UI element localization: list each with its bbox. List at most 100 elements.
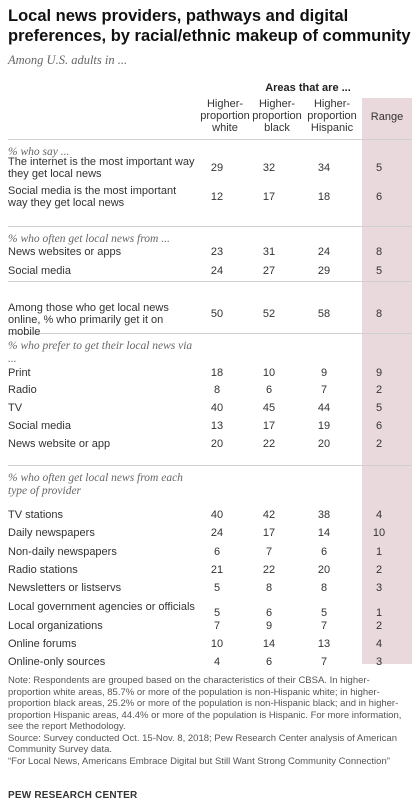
row-label: Social media (8, 420, 71, 432)
cell-value: 52 (262, 308, 276, 320)
range-value: 3 (375, 656, 383, 668)
divider-rule (8, 281, 412, 282)
row-label: Daily newspapers (8, 527, 95, 539)
range-value: 4 (375, 638, 383, 650)
section-label: % who often get local news from ... (8, 233, 170, 245)
range-value: 8 (375, 246, 383, 258)
divider-rule (8, 139, 412, 140)
range-value: 1 (375, 546, 383, 558)
cell-value: 9 (320, 367, 328, 379)
range-value: 1 (375, 607, 383, 619)
footer-logo-text: PEW RESEARCH CENTER (8, 790, 138, 801)
range-value: 5 (375, 265, 383, 277)
report-title: “For Local News, Americans Embrace Digit… (8, 755, 390, 767)
row-label: Non-daily newspapers (8, 546, 117, 558)
row-label: Social media (8, 265, 71, 277)
cell-value: 13 (210, 420, 224, 432)
cell-value: 6 (265, 384, 273, 396)
row-label: Radio (8, 384, 37, 396)
cell-value: 58 (317, 308, 331, 320)
cell-value: 14 (262, 638, 276, 650)
column-header-black: Higher-proportion black (252, 98, 302, 134)
column-header-hispanic: Higher-proportion Hispanic (307, 98, 357, 134)
cell-value: 8 (265, 582, 273, 594)
cell-value: 5 (213, 582, 221, 594)
cell-value: 13 (317, 638, 331, 650)
range-value: 3 (375, 582, 383, 594)
cell-value: 22 (262, 564, 276, 576)
range-value: 9 (375, 367, 383, 379)
chart-notes: Note: Respondents are grouped based on t… (8, 675, 412, 767)
section-label: % who say ... (8, 146, 70, 158)
cell-value: 6 (320, 546, 328, 558)
cell-value: 4 (213, 656, 221, 668)
group-header: Areas that are ... (265, 82, 351, 94)
cell-value: 6 (265, 656, 273, 668)
cell-value: 40 (210, 402, 224, 414)
cell-value: 24 (317, 246, 331, 258)
row-label: The internet is the most important way t… (8, 156, 195, 180)
section-label: % who prefer to get their local news via… (8, 340, 193, 365)
section-label: % who often get local news from each typ… (8, 472, 183, 497)
row-label: Among those who get local news online, %… (8, 302, 169, 338)
row-label: Social media is the most important way t… (8, 185, 177, 209)
range-value: 10 (372, 527, 386, 539)
cell-value: 20 (210, 438, 224, 450)
cell-value: 20 (317, 438, 331, 450)
note-text: Note: Respondents are grouped based on t… (8, 675, 402, 732)
cell-value: 40 (210, 509, 224, 521)
cell-value: 32 (262, 162, 276, 174)
cell-value: 6 (265, 607, 273, 619)
cell-value: 24 (210, 527, 224, 539)
row-label: News website or app (8, 438, 111, 450)
cell-value: 6 (213, 546, 221, 558)
cell-value: 8 (213, 384, 221, 396)
row-label: Newsletters or listservs (8, 582, 122, 594)
cell-value: 5 (213, 607, 221, 619)
cell-value: 29 (210, 162, 224, 174)
range-value: 2 (375, 438, 383, 450)
cell-value: 5 (320, 607, 328, 619)
cell-value: 44 (317, 402, 331, 414)
cell-value: 7 (320, 384, 328, 396)
cell-value: 7 (265, 546, 273, 558)
cell-value: 19 (317, 420, 331, 432)
cell-value: 29 (317, 265, 331, 277)
row-label: Online-only sources (8, 656, 106, 668)
chart-subtitle: Among U.S. adults in ... (8, 53, 128, 67)
cell-value: 20 (317, 564, 331, 576)
range-value: 6 (375, 191, 383, 203)
cell-value: 7 (213, 620, 221, 632)
column-header-white: Higher-proportion white (200, 98, 250, 134)
range-value: 6 (375, 420, 383, 432)
divider-rule (8, 333, 412, 334)
cell-value: 24 (210, 265, 224, 277)
chart-title: Local news providers, pathways and digit… (8, 7, 411, 45)
cell-value: 23 (210, 246, 224, 258)
row-label: TV (8, 402, 23, 414)
range-value: 2 (375, 564, 383, 576)
cell-value: 10 (210, 638, 224, 650)
cell-value: 12 (210, 191, 224, 203)
range-value: 8 (375, 308, 383, 320)
row-label: TV stations (8, 509, 64, 521)
row-label: Local organizations (8, 620, 103, 632)
range-column-background (362, 98, 412, 664)
cell-value: 34 (317, 162, 331, 174)
range-value: 5 (375, 402, 383, 414)
cell-value: 45 (262, 402, 276, 414)
cell-value: 50 (210, 308, 224, 320)
range-value: 4 (375, 509, 383, 521)
cell-value: 31 (262, 246, 276, 258)
cell-value: 17 (262, 191, 276, 203)
cell-value: 7 (320, 620, 328, 632)
row-label: News websites or apps (8, 246, 122, 258)
cell-value: 17 (262, 420, 276, 432)
cell-value: 8 (320, 582, 328, 594)
cell-value: 7 (320, 656, 328, 668)
range-value: 2 (375, 384, 383, 396)
cell-value: 27 (262, 265, 276, 277)
row-label: Radio stations (8, 564, 78, 576)
cell-value: 21 (210, 564, 224, 576)
divider-rule (8, 465, 412, 466)
